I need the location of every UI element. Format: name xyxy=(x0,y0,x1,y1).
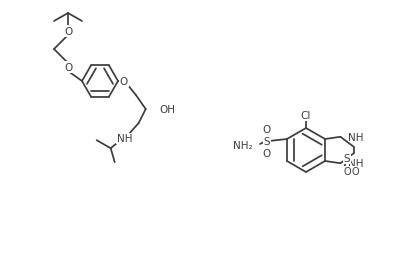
Text: O: O xyxy=(351,167,359,177)
Text: NH: NH xyxy=(349,158,364,169)
Text: S: S xyxy=(344,154,350,164)
Text: NH₂: NH₂ xyxy=(233,140,253,150)
Text: O: O xyxy=(263,124,271,134)
Text: O: O xyxy=(64,27,72,37)
Text: S: S xyxy=(264,136,270,146)
Text: OH: OH xyxy=(160,105,176,115)
Text: O: O xyxy=(343,167,351,177)
Text: NH: NH xyxy=(349,132,364,142)
Text: Cl: Cl xyxy=(301,110,311,121)
Text: O: O xyxy=(64,63,72,73)
Text: NH: NH xyxy=(117,134,133,144)
Text: O: O xyxy=(263,148,271,158)
Text: O: O xyxy=(120,77,128,87)
